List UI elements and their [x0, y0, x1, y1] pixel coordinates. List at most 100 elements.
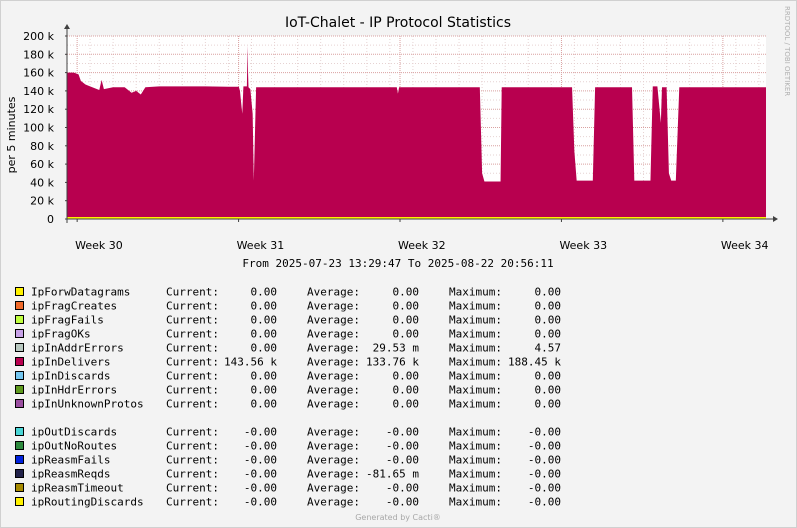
legend-name: ipInAddrErrors [31, 342, 124, 355]
time-range: From 2025-07-23 13:29:47 To 2025-08-22 2… [242, 257, 553, 270]
legend-current-label: Current: [166, 342, 219, 355]
legend-row-ipOutDiscards: ipOutDiscards Current: -0.00 Average: -0.00 M… [15, 426, 561, 439]
legend-current-value: 0.00 [251, 328, 278, 341]
legend-average-value: 133.76 k [366, 356, 419, 369]
legend-row-ipInAddrErrors: ipInAddrErrors Current: 0.00 Average: 29.53 … [15, 342, 561, 355]
legend-current-label: Current: [166, 440, 219, 453]
legend-swatch [15, 287, 24, 296]
legend-maximum-label: Maximum: [449, 426, 502, 439]
legend-average-value: -0.00 [386, 496, 419, 509]
y-tick-label: 200 k [23, 30, 54, 43]
legend-swatch [15, 343, 24, 352]
legend-maximum-value: -0.00 [528, 454, 561, 467]
legend-current-label: Current: [166, 286, 219, 299]
legend-current-value: -0.00 [244, 426, 277, 439]
axes [64, 24, 778, 223]
y-tick-label: 100 k [23, 122, 54, 135]
legend-row-ipFragOKs: ipFragOKs Current: 0.00 Average: 0.00 Maximum… [15, 328, 562, 341]
legend-average-label: Average: [307, 454, 360, 467]
legend-average-value: 0.00 [393, 370, 420, 383]
legend-maximum-label: Maximum: [449, 482, 502, 495]
legend-maximum-label: Maximum: [449, 398, 502, 411]
legend-average-label: Average: [307, 496, 360, 509]
legend-maximum-label: Maximum: [449, 356, 502, 369]
legend-average-label: Average: [307, 468, 360, 481]
legend-name: ipFragOKs [31, 328, 91, 341]
legend-average-label: Average: [307, 286, 360, 299]
y-tick-label: 120 k [23, 103, 54, 116]
legend-swatch [15, 301, 24, 310]
legend-average-value: 0.00 [393, 314, 420, 327]
y-axis-label: per 5 minutes [5, 96, 18, 173]
legend-average-value: 0.00 [393, 384, 420, 397]
legend-name: ipRoutingDiscards [31, 496, 144, 509]
y-tick-label: 20 k [30, 195, 54, 208]
legend-maximum-value: 0.00 [535, 328, 562, 341]
y-tick-label: 80 k [30, 140, 54, 153]
legend-maximum-label: Maximum: [449, 300, 502, 313]
chart-title: IoT-Chalet - IP Protocol Statistics [285, 15, 511, 31]
legend-average-label: Average: [307, 440, 360, 453]
legend-name: ipOutNoRoutes [31, 440, 117, 453]
legend-maximum-label: Maximum: [449, 384, 502, 397]
legend-average-value: 0.00 [393, 328, 420, 341]
legend-row-ipRoutingDiscards: ipRoutingDiscards Current: -0.00 Average: -0… [15, 496, 561, 509]
legend-current-label: Current: [166, 370, 219, 383]
legend-current-label: Current: [166, 328, 219, 341]
legend-current-value: 0.00 [251, 300, 278, 313]
legend-current-label: Current: [166, 454, 219, 467]
legend-average-value: -0.00 [386, 440, 419, 453]
legend-average-label: Average: [307, 356, 360, 369]
legend-swatch [15, 455, 24, 464]
legend-name: ipFragCreates [31, 300, 117, 313]
legend-maximum-label: Maximum: [449, 370, 502, 383]
legend-name: ipReasmFails [31, 454, 110, 467]
legend-current-value: 0.00 [251, 342, 278, 355]
data-areas [67, 45, 766, 220]
legend-row-ipFragCreates: ipFragCreates Current: 0.00 Average: 0.00 Max… [15, 300, 562, 313]
x-tick-label: Week 33 [559, 239, 607, 252]
legend-row-IpForwDatagrams: IpForwDatagrams Current: 0.00 Average: 0.00 M… [15, 286, 562, 299]
legend-average-label: Average: [307, 426, 360, 439]
y-ticks: 0 20 k 40 k 60 k 80 k 100 k 120 k 140 k 160 k 180… [23, 30, 67, 226]
series-area-ipInDelivers [67, 45, 766, 220]
legend-current-label: Current: [166, 482, 219, 495]
legend-name: ipInDelivers [31, 356, 110, 369]
legend-current-label: Current: [166, 356, 219, 369]
legend-swatch [15, 469, 24, 478]
legend-current-value: 0.00 [251, 314, 278, 327]
legend-average-label: Average: [307, 384, 360, 397]
legend-maximum-value: -0.00 [528, 468, 561, 481]
legend-average-label: Average: [307, 482, 360, 495]
legend-maximum-value: 0.00 [535, 300, 562, 313]
legend-swatch [15, 371, 24, 380]
legend-current-value: 0.00 [251, 370, 278, 383]
legend-current-value: -0.00 [244, 496, 277, 509]
x-tick-label: Week 31 [237, 239, 285, 252]
legend-row-ipInDelivers: ipInDelivers Current: 143.56 k Average: 133.… [15, 356, 561, 369]
legend-name: ipFragFails [31, 314, 104, 327]
legend-swatch [15, 329, 24, 338]
legend-maximum-value: 188.45 k [508, 356, 561, 369]
legend-current-value: -0.00 [244, 468, 277, 481]
legend-row-ipInDiscards: ipInDiscards Current: 0.00 Average: 0.00 Maxi… [15, 370, 561, 383]
legend-swatch [15, 441, 24, 450]
legend-maximum-value: 0.00 [535, 384, 562, 397]
legend-maximum-value: 0.00 [535, 286, 562, 299]
legend-row-ipInUnknownProtos: ipInUnknownProtos Current: 0.00 Average: 0.0… [15, 398, 561, 411]
legend-name: ipOutDiscards [31, 426, 117, 439]
legend-average-value: 29.53 m [373, 342, 420, 355]
x-tick-label: Week 34 [721, 239, 769, 252]
legend-current-label: Current: [166, 314, 219, 327]
legend-name: ipInDiscards [31, 370, 110, 383]
rrdtool-credit: RRDTOOL / TOBI OETIKER [783, 6, 791, 96]
legend-maximum-label: Maximum: [449, 468, 502, 481]
legend-name: ipReasmReqds [31, 468, 110, 481]
legend-swatch [15, 399, 24, 408]
legend-current-label: Current: [166, 384, 219, 397]
x-tick-label: Week 32 [398, 239, 446, 252]
legend-maximum-value: -0.00 [528, 482, 561, 495]
legend: IpForwDatagrams Current: 0.00 Average: 0.00 M… [15, 286, 562, 509]
legend-current-value: -0.00 [244, 482, 277, 495]
